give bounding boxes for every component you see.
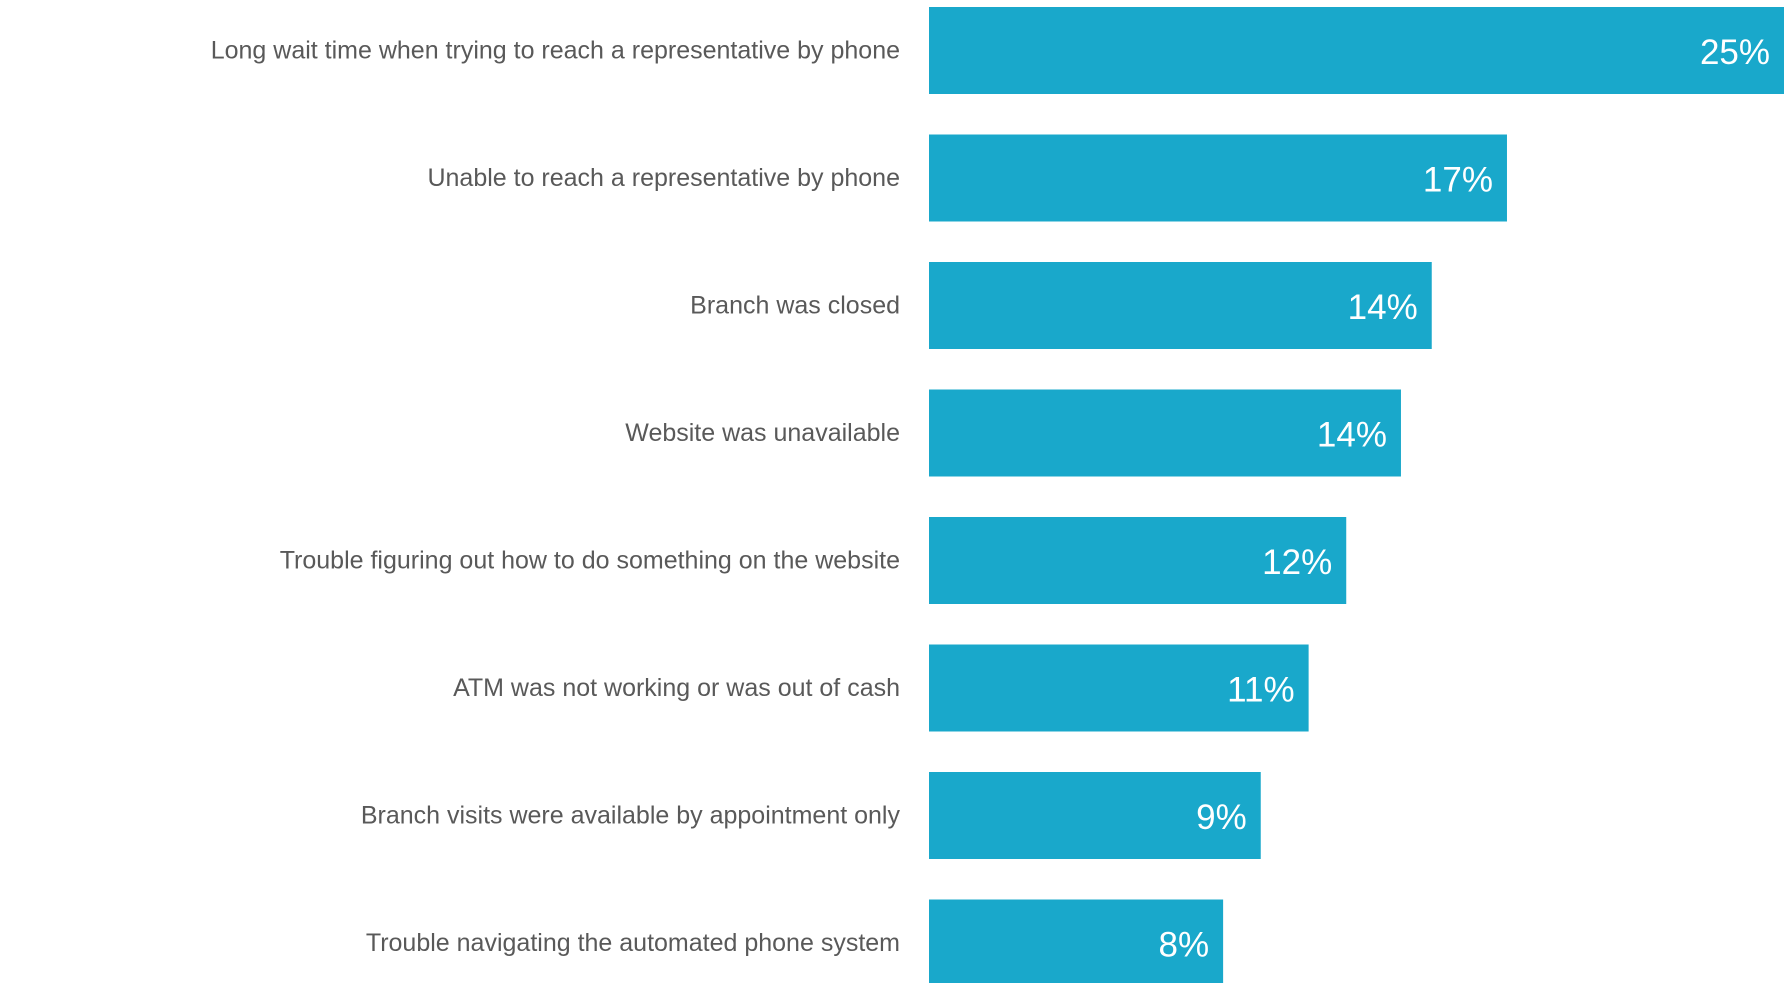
bar: [929, 517, 1347, 604]
bar-value-label: 14%: [1317, 416, 1387, 455]
bar: [929, 389, 1401, 477]
category-label: Branch visits were available by appointm…: [361, 802, 901, 830]
bars: [929, 7, 1784, 983]
category-label: Website was unavailable: [625, 419, 900, 447]
category-label: ATM was not working or was out of cash: [453, 674, 900, 702]
category-label: Unable to reach a representative by phon…: [427, 164, 900, 192]
bar: [929, 7, 1784, 94]
category-labels: Long wait time when trying to reach a re…: [211, 37, 901, 958]
bar: [929, 899, 1224, 983]
value-labels: 25% 17% 14% 14% 12% 11% 9% 8%: [1159, 33, 1770, 965]
category-label: Trouble figuring out how to do something…: [280, 547, 900, 575]
bar: [929, 644, 1309, 732]
bar: [929, 772, 1261, 859]
category-label: Trouble navigating the automated phone s…: [366, 929, 900, 957]
bar-value-label: 25%: [1700, 33, 1770, 72]
category-label: Long wait time when trying to reach a re…: [211, 37, 900, 65]
bar-value-label: 12%: [1262, 543, 1332, 582]
bar-value-label: 17%: [1423, 161, 1493, 200]
bar: [929, 134, 1507, 222]
category-label: Branch was closed: [690, 292, 900, 320]
bar-value-label: 11%: [1227, 671, 1294, 710]
bar: [929, 262, 1432, 349]
bar-value-label: 14%: [1348, 288, 1418, 327]
bar-value-label: 8%: [1159, 926, 1210, 965]
bar-value-label: 9%: [1196, 798, 1247, 837]
